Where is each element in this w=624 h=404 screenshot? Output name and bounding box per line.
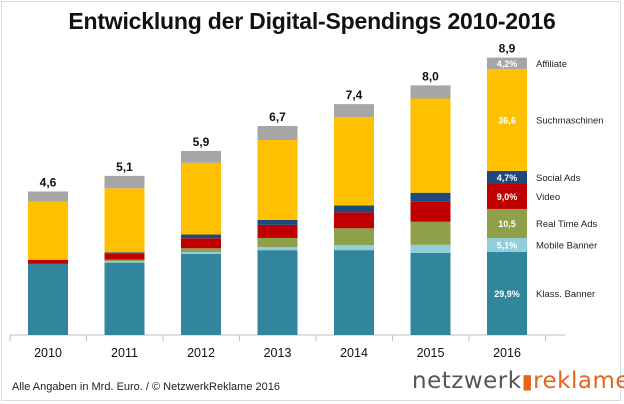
bar-segment-affiliate-2010 — [28, 191, 68, 202]
chart-title: Entwicklung der Digital-Spendings 2010-2… — [68, 8, 556, 34]
bar-segment-mobile-banner-2016 — [487, 237, 527, 253]
bar-segment-mobile-banner-2015 — [410, 244, 451, 253]
bar-segment-klass-banner-2013 — [257, 250, 298, 335]
bar-segment-klass-banner-2012 — [181, 253, 221, 335]
bar-segment-social-ads-2013 — [257, 219, 298, 225]
bar-segment-mobile-banner-2014 — [334, 245, 374, 251]
flame-icon: ▮ — [521, 369, 534, 393]
bar-segment-video-2016 — [487, 183, 527, 209]
bar-segment-affiliate-2013 — [257, 125, 298, 140]
total-label: 8,9 — [499, 42, 516, 56]
footer-note: Alle Angaben in Mrd. Euro. / © NetzwerkR… — [12, 381, 280, 393]
bar-segment-suchmaschinen-2015 — [410, 98, 451, 193]
total-label: 4,6 — [40, 175, 57, 189]
segment-label: 5,1% — [497, 240, 518, 250]
x-tick-label: 2012 — [187, 346, 215, 360]
x-tick-label: 2015 — [417, 346, 445, 360]
segment-label: 4,7% — [497, 173, 518, 183]
total-label: 5,9 — [193, 135, 210, 149]
x-tick-label: 2010 — [34, 346, 62, 360]
bar-segment-social-ads-2015 — [410, 192, 451, 202]
bar-segment-real-time-ads-2013 — [257, 237, 298, 248]
bar-segment-affiliate-2011 — [104, 175, 145, 189]
bar-segment-social-ads-2014 — [334, 205, 374, 213]
bar-segment-affiliate-2014 — [334, 104, 374, 118]
total-label: 7,4 — [346, 88, 363, 102]
legend-label: Suchmaschinen — [536, 116, 604, 127]
total-label: 8,0 — [422, 69, 439, 83]
x-tick-label: 2011 — [111, 346, 138, 360]
total-label: 5,1 — [116, 160, 133, 174]
bar-segment-real-time-ads-2015 — [410, 221, 451, 245]
bar-segment-klass-banner-2010 — [28, 263, 68, 335]
x-tick-label: 2016 — [493, 346, 521, 360]
bar-segment-video-2013 — [257, 224, 298, 238]
bar-segment-affiliate-2012 — [181, 150, 221, 163]
bar-segment-suchmaschinen-2013 — [257, 140, 298, 220]
legend-label: Social Ads — [536, 173, 581, 184]
bar-segment-video-2015 — [410, 201, 451, 222]
bar-segment-suchmaschinen-2012 — [181, 162, 221, 235]
bar-segment-real-time-ads-2011 — [104, 259, 145, 262]
segment-label: 4,2% — [497, 59, 518, 69]
bar-segment-social-ads-2012 — [181, 234, 221, 239]
bar-segment-suchmaschinen-2014 — [334, 117, 374, 206]
bar-segment-real-time-ads-2016 — [487, 208, 527, 238]
bar-segment-video-2011 — [104, 253, 145, 260]
segment-label: 9,0% — [497, 192, 518, 202]
segment-label: 29,9% — [494, 289, 520, 299]
legend-label: Real Time Ads — [536, 219, 597, 230]
total-label: 6,7 — [269, 110, 286, 124]
bar-segment-video-2014 — [334, 212, 374, 229]
bar-segment-klass-banner-2011 — [104, 262, 145, 335]
bar-segment-suchmaschinen-2010 — [28, 201, 68, 260]
logo: netzwerk▮reklame — [412, 368, 624, 394]
bar-segment-social-ads-2016 — [487, 170, 527, 184]
bar-segment-affiliate-2016 — [487, 57, 527, 70]
bar-segment-klass-banner-2014 — [334, 250, 374, 335]
x-tick-label: 2014 — [340, 346, 368, 360]
legend-label: Video — [536, 192, 560, 203]
bar-segment-mobile-banner-2011 — [104, 261, 145, 263]
bar-segment-klass-banner-2015 — [410, 252, 451, 335]
bar-segment-real-time-ads-2012 — [181, 248, 221, 253]
bar-segment-video-2010 — [28, 259, 68, 264]
bar-segment-video-2012 — [181, 238, 221, 249]
logo-text-netzwerk: netzwerk — [412, 368, 522, 394]
x-tick-label: 2013 — [264, 346, 292, 360]
legend-label: Affiliate — [536, 59, 567, 70]
bar-segment-real-time-ads-2014 — [334, 228, 374, 246]
bar-segment-affiliate-2015 — [410, 85, 451, 99]
bar-segment-klass-banner-2016 — [487, 252, 527, 335]
legend-label: Klass. Banner — [536, 289, 595, 300]
segment-label: 36,6 — [498, 116, 516, 126]
logo-text-reklame: reklame — [533, 368, 624, 394]
bar-segment-suchmaschinen-2016 — [487, 69, 527, 171]
segment-label: 10,5 — [498, 219, 516, 229]
bar-segment-social-ads-2011 — [104, 252, 145, 254]
bar-segment-mobile-banner-2013 — [257, 247, 298, 251]
legend-label: Mobile Banner — [536, 240, 597, 251]
bar-segment-mobile-banner-2012 — [181, 252, 221, 254]
bar-segment-suchmaschinen-2011 — [104, 188, 145, 253]
